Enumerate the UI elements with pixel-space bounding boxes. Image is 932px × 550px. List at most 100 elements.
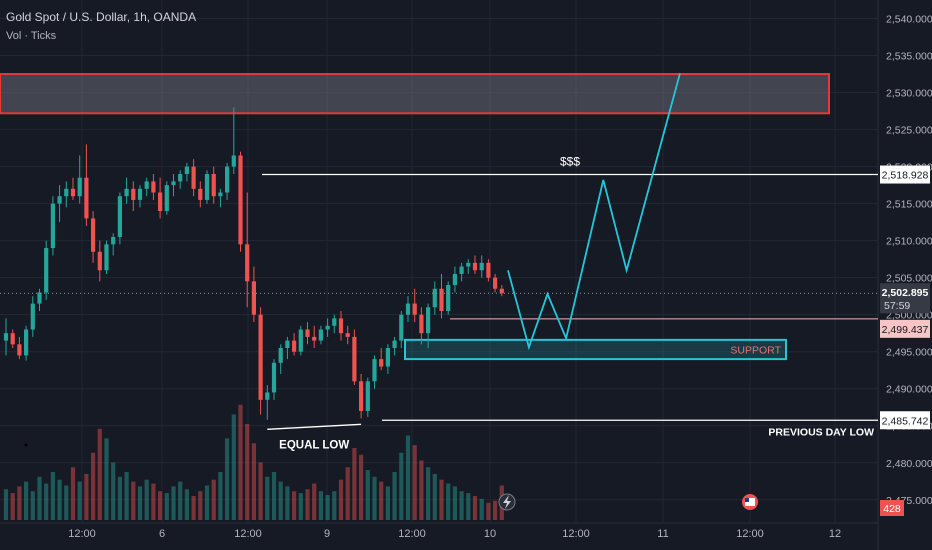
volume-bar [37, 476, 42, 520]
candle-body [37, 292, 42, 304]
candle-body [365, 381, 370, 411]
x-tick-label: 10 [484, 528, 496, 540]
candle-body [77, 177, 82, 197]
candle-body [271, 362, 277, 393]
volume-bar [479, 498, 484, 520]
volume-bar [218, 472, 223, 520]
marker-dot [24, 443, 28, 447]
volume-bar [305, 489, 310, 520]
volume-bar [312, 483, 317, 520]
volume-bar [359, 454, 364, 520]
candle-body [30, 303, 35, 330]
sss-axis-label: 2,518.928 [882, 170, 929, 182]
lightning-icon-glyph [503, 495, 511, 509]
x-tick-label: 12:00 [398, 528, 426, 540]
candle-body [479, 262, 484, 271]
candle-body [419, 314, 424, 334]
sss-axis-box [880, 165, 930, 184]
candle-body [292, 340, 297, 352]
candle-body [412, 303, 417, 315]
candle-body [359, 381, 364, 411]
y-tick-label: 2,515.000 [886, 199, 932, 211]
x-tick-label: 11 [657, 528, 668, 540]
candle-body [164, 185, 169, 212]
volume-bar [91, 452, 96, 520]
volume-bar [158, 491, 163, 520]
volume-bar [137, 486, 143, 520]
candle-body [338, 318, 344, 334]
current-price-box [880, 283, 930, 314]
volume-bar [446, 483, 451, 520]
x-tick-label: 6 [159, 528, 165, 540]
candle-body [198, 188, 203, 200]
volume-bar [231, 414, 236, 520]
sss-label: $$$ [560, 155, 580, 169]
candle-body [184, 166, 189, 174]
volume-bar [144, 479, 149, 520]
volume-bar [426, 467, 431, 520]
volume-bar [164, 493, 169, 520]
candle-body [486, 262, 491, 278]
volume-bar [171, 486, 176, 520]
candle-body [258, 314, 263, 400]
volume-bar [44, 483, 49, 520]
volume-bar [486, 502, 491, 520]
candle-body [44, 248, 49, 293]
candle-body [171, 181, 176, 186]
volume-bar [292, 491, 297, 520]
x-tick-label: 12:00 [68, 528, 96, 540]
current-price-label: 2,502.895 [882, 287, 929, 299]
volume-bar [271, 472, 277, 520]
flag-event-icon-canton [745, 498, 749, 502]
volume-bar [278, 481, 283, 520]
candle-body [251, 281, 256, 315]
candle-body [50, 203, 55, 249]
candle-body [385, 348, 390, 367]
candle-body [225, 166, 230, 193]
volume-bar [117, 476, 122, 520]
volume-bar [459, 491, 464, 520]
candle-body [111, 236, 116, 245]
volume-bar [198, 491, 203, 520]
support-zone [404, 338, 787, 361]
previous-day-low-label: PREVIOUS DAY LOW [768, 426, 874, 438]
candle-body [131, 188, 136, 200]
volume-bar [204, 485, 210, 520]
volume-bar [17, 486, 22, 520]
volume-bar [412, 445, 417, 520]
candle-body [352, 336, 357, 382]
candle-body [24, 329, 29, 356]
candle-body [265, 392, 270, 400]
volume-bar [466, 493, 471, 520]
volume-bar [211, 479, 216, 520]
x-tick-label: 12:00 [736, 528, 764, 540]
candle-body [158, 192, 163, 212]
candle-body [204, 174, 210, 200]
volume-bar [131, 481, 136, 520]
candle-body [298, 329, 303, 352]
volume-bar [124, 472, 129, 520]
pdl-axis-box [880, 411, 930, 430]
volume-bar [439, 479, 444, 520]
candle-body [84, 177, 89, 219]
symbol-title: Gold Spot / U.S. Dollar, 1h, OANDA [6, 10, 197, 24]
candle-body [432, 288, 437, 308]
volume-badge-box [880, 500, 904, 516]
volume-bar [57, 479, 62, 520]
candle-body [325, 325, 330, 330]
candle-body [426, 307, 431, 334]
pink-axis-box [880, 319, 930, 338]
y-tick-label: 2,530.000 [886, 88, 932, 100]
volume-bar [265, 476, 270, 520]
candle-body [144, 181, 149, 189]
candle-body [372, 359, 377, 382]
volume-bar [64, 485, 69, 520]
candle-body [345, 333, 350, 337]
volume-bar [97, 428, 102, 520]
volume-bar [472, 496, 478, 520]
pink-axis-label: 2,499.437 [882, 324, 929, 336]
volume-bar [184, 489, 189, 520]
volume-bar [365, 470, 370, 520]
y-tick-label: 2,495.000 [886, 347, 932, 359]
